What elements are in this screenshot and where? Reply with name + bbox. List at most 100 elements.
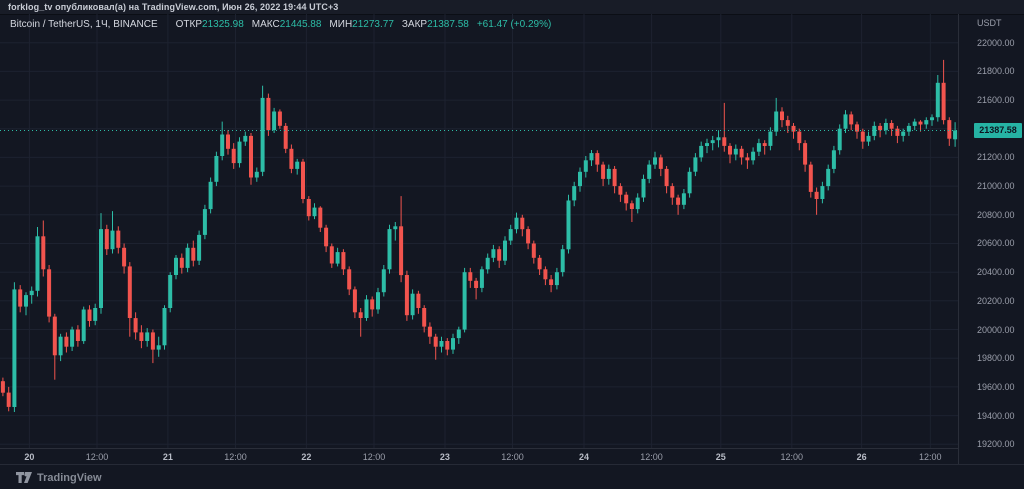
change-value: +61.47 (+0.29%) [476, 19, 552, 30]
candle-body [237, 141, 242, 164]
candle-body [35, 236, 40, 291]
price-tick-label: 20000.00 [977, 324, 1015, 335]
time-tick-hour-label: 12:00 [640, 452, 663, 462]
candle-body [883, 123, 888, 131]
candle-body [0, 381, 5, 393]
symbol-title[interactable]: Bitcoin / TetherUS, 1Ч, BINANCE [10, 19, 158, 30]
candle-body [826, 168, 831, 187]
close-label: ЗАКР [401, 19, 428, 30]
time-tick-hour-label: 12:00 [362, 452, 386, 462]
candle-body [606, 168, 611, 179]
time-axis[interactable]: 20 12:00 21 12:00 22 12:00 23 12:00 24 12:00 25 12:… [0, 448, 958, 465]
candle-body [785, 120, 790, 126]
candle-body [47, 269, 52, 317]
candle-body [150, 332, 155, 350]
candle-body [318, 207, 323, 228]
candle-body [110, 230, 115, 250]
price-tick-label: 20800.00 [977, 209, 1015, 220]
candle-body [52, 316, 57, 356]
candle-body [422, 308, 427, 327]
price-tick-label: 19400.00 [977, 410, 1015, 421]
candle-body [566, 200, 571, 250]
candle-body [376, 292, 380, 310]
candle-body [370, 299, 375, 310]
candle-body [647, 164, 652, 179]
candle-body [676, 197, 681, 205]
candle-body [762, 143, 767, 146]
candle-body [560, 249, 565, 273]
candle-body [687, 171, 692, 194]
candle-body [526, 229, 531, 244]
time-tick-day-label: 26 [856, 452, 867, 462]
candle-body [174, 257, 178, 275]
candle-body [549, 279, 554, 285]
candle-body [774, 111, 779, 132]
candle-body [745, 157, 750, 161]
low-value: 21273.77 [352, 19, 394, 30]
candle-body [387, 229, 392, 270]
candle-body [520, 217, 525, 230]
candle-body [404, 275, 409, 316]
time-tick-day-label: 25 [715, 452, 726, 462]
candle-body [208, 181, 213, 210]
candle-body [41, 236, 46, 270]
candle-body [12, 289, 17, 407]
candle-body [820, 186, 825, 199]
candle-body [243, 135, 248, 142]
price-axis[interactable]: USDT 21387.58 22000.00 21800.00 21600.00 21… [958, 14, 1024, 464]
candle-body [797, 131, 802, 144]
time-tick-day-label: 21 [162, 452, 173, 462]
candle-body [756, 143, 761, 152]
candle-body [497, 249, 502, 261]
candle-body [855, 124, 859, 132]
candle-body [601, 164, 606, 179]
price-tick-label: 19600.00 [977, 381, 1015, 392]
candle-body [99, 229, 103, 308]
candle-body [214, 156, 219, 182]
candle-body [64, 336, 69, 347]
tradingview-logo-icon[interactable] [16, 472, 32, 483]
time-tick-hour-label: 12:00 [85, 452, 109, 462]
price-tick-label: 21600.00 [977, 95, 1015, 106]
brand-name: TradingView [37, 471, 102, 484]
candlestick-plot[interactable] [0, 14, 958, 448]
candle-body [162, 308, 167, 346]
candle-body [808, 164, 813, 192]
candle-body [410, 293, 415, 316]
candle-body [191, 247, 196, 261]
candle-body [589, 153, 594, 161]
candle-body [947, 120, 952, 139]
candle-body [139, 332, 144, 341]
candle-body [93, 308, 98, 321]
candle-body [681, 193, 686, 205]
candle-body [295, 161, 300, 169]
candle-body [664, 168, 669, 187]
candle-body [6, 392, 11, 407]
last-price-label: 21387.58 [974, 123, 1022, 139]
time-tick-hour-label: 12:00 [224, 452, 247, 462]
time-tick-day-label: 20 [24, 452, 35, 462]
candle-body [312, 207, 317, 217]
published-byline: forklog_tv опубликовал(а) на TradingView… [8, 2, 339, 12]
candle-body [918, 121, 923, 125]
candle-body [381, 269, 386, 293]
candle-body [889, 123, 894, 129]
time-tick-hour-label: 12:00 [780, 452, 804, 462]
price-tick-label: 20200.00 [977, 295, 1015, 306]
candle-body [289, 148, 294, 169]
candle-body [872, 125, 877, 136]
candle-body [554, 272, 559, 286]
candle-body [843, 114, 848, 129]
candle-body [301, 161, 305, 199]
candle-body [641, 178, 646, 198]
candle-body [699, 145, 704, 158]
candle-body [705, 143, 709, 146]
candle-body [791, 125, 796, 132]
candle-body [231, 148, 236, 164]
header-bar: forklog_tv опубликовал(а) на TradingView… [0, 0, 1024, 15]
candle-body [629, 203, 634, 209]
candle-body [895, 128, 900, 136]
candle-body [254, 171, 259, 178]
candle-body [618, 186, 623, 195]
